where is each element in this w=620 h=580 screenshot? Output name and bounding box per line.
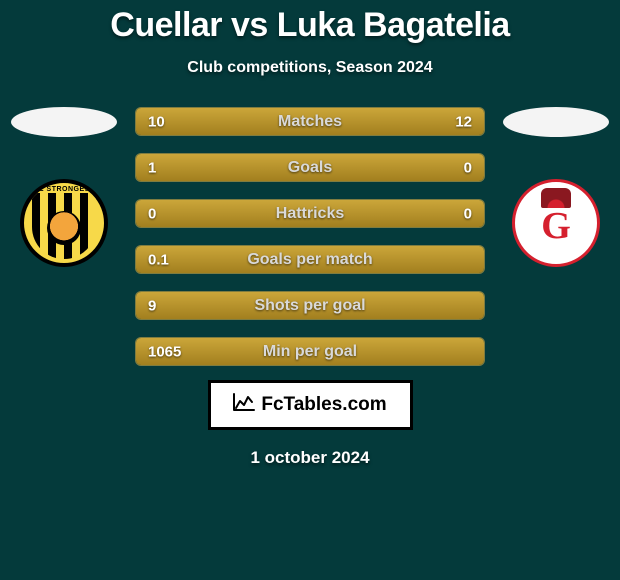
stat-value-left: 10 xyxy=(148,113,165,130)
stat-value-left: 0 xyxy=(148,205,156,222)
stat-value-right: 12 xyxy=(455,113,472,130)
player-right-column xyxy=(503,107,609,267)
stat-row: Shots per goal 9 xyxy=(135,291,485,320)
bar-right xyxy=(425,154,484,181)
stat-row: Goals 1 0 xyxy=(135,153,485,182)
stat-row: Hattricks 0 0 xyxy=(135,199,485,228)
stat-label: Goals per match xyxy=(247,251,372,269)
player-left-column: HE STRONGEST xyxy=(11,107,117,267)
stat-value-left: 9 xyxy=(148,297,156,314)
stat-row: Matches 10 12 xyxy=(135,107,485,136)
stat-value-right: 0 xyxy=(464,159,472,176)
stat-row: Min per goal 1065 xyxy=(135,337,485,366)
chart-icon xyxy=(233,393,255,417)
stat-label: Matches xyxy=(278,113,342,131)
stat-value-left: 1 xyxy=(148,159,156,176)
page-title: Cuellar vs Luka Bagatelia xyxy=(0,0,620,45)
branding-badge[interactable]: FcTables.com xyxy=(208,380,413,430)
club-badge-left-text: HE STRONGEST xyxy=(24,186,104,193)
player-left-avatar xyxy=(11,107,117,137)
subtitle: Club competitions, Season 2024 xyxy=(0,59,620,77)
stats-bars: Matches1012Goals10Hattricks00Goals per m… xyxy=(135,107,485,366)
stat-label: Hattricks xyxy=(276,205,344,223)
stat-label: Min per goal xyxy=(263,343,357,361)
club-badge-right xyxy=(512,179,600,267)
branding-label: FcTables.com xyxy=(261,394,386,416)
stat-value-left: 1065 xyxy=(148,343,181,360)
comparison-container: HE STRONGEST Matches1012Goals10Hattricks… xyxy=(0,107,620,366)
stat-label: Goals xyxy=(288,159,332,177)
date-text: 1 october 2024 xyxy=(0,448,620,468)
bar-left xyxy=(136,154,425,181)
stat-value-left: 0.1 xyxy=(148,251,169,268)
stat-value-right: 0 xyxy=(464,205,472,222)
player-right-avatar xyxy=(503,107,609,137)
stat-label: Shots per goal xyxy=(254,297,365,315)
club-badge-left: HE STRONGEST xyxy=(20,179,108,267)
stat-row: Goals per match 0.1 xyxy=(135,245,485,274)
